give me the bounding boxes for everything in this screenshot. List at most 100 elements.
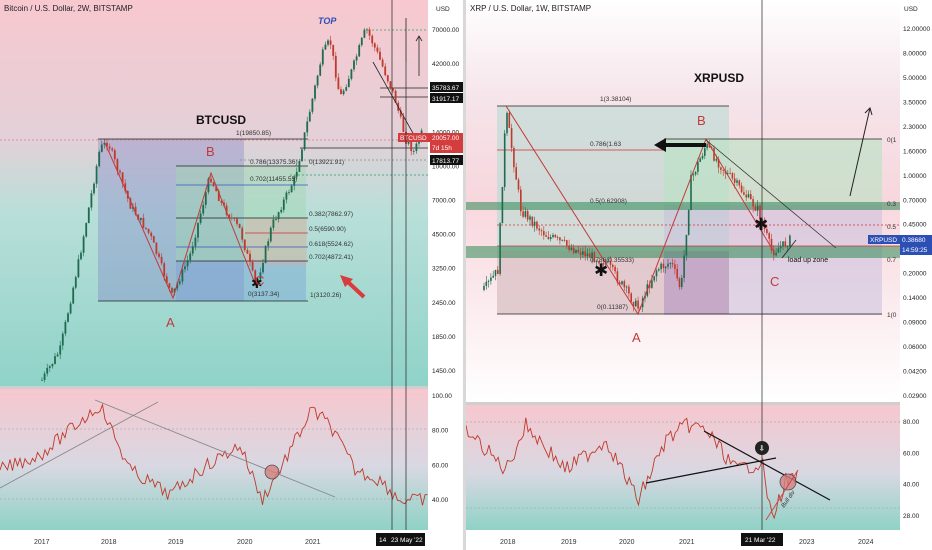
candle-body	[784, 241, 787, 247]
candle-body	[789, 235, 791, 247]
candle-body	[772, 250, 775, 256]
candle-body	[402, 116, 405, 132]
candle-body	[48, 366, 51, 368]
candle-body	[225, 205, 228, 215]
candle-body	[264, 246, 267, 263]
candle-body	[621, 281, 623, 285]
asterisk-icon-2: ✱	[754, 215, 768, 234]
candle-body	[160, 256, 163, 264]
candle-body	[651, 280, 653, 288]
xrp-support-band-top	[466, 202, 900, 210]
candle-body	[64, 321, 67, 334]
candle-body	[360, 37, 363, 46]
btc-time-axis[interactable]: 2017 2018 2019 2020 2021	[34, 539, 321, 546]
candle-body	[59, 345, 62, 355]
candle-body	[168, 283, 171, 288]
candle-body	[529, 216, 531, 220]
candle-body	[683, 255, 685, 278]
candle-body	[418, 140, 420, 144]
btc-chart-pane[interactable]: ✱ 1(19850.85) 0.786(13375.36) 0.702(1145…	[0, 0, 463, 550]
candle-body	[782, 241, 784, 247]
btc-top-label: TOP	[318, 16, 337, 26]
candle-body	[487, 280, 490, 282]
candle-body	[676, 268, 679, 279]
candle-body	[536, 221, 538, 229]
xrp-price-tag-bg	[900, 235, 932, 255]
btc-symbol-header[interactable]: Bitcoin / U.S. Dollar, 2W, BITSTAMP	[4, 4, 133, 13]
btc-rsi-line	[0, 402, 428, 506]
btc-chart-title: BTCUSD	[196, 113, 246, 127]
xrp-symbol-header[interactable]: XRP / U.S. Dollar, 1W, BITSTAMP	[470, 4, 591, 13]
btc-price-axis-label: 42000.00	[432, 61, 459, 68]
candle-body	[217, 191, 220, 201]
xrp-price-axis-label: 0.02900	[903, 393, 927, 400]
btc-time-axis-bg	[0, 530, 428, 550]
candle-body	[690, 175, 692, 211]
xrp-time-tag: 21 Mar '22	[745, 537, 776, 544]
btc-rsi-axis-label: 40.00	[432, 497, 449, 504]
candle-body	[319, 64, 322, 76]
xrp-chart-svg[interactable]: ✱ ✱ 1(3.38104) 0.786(1.63 0.5(0.62908) 0…	[466, 0, 932, 550]
btc-chart-svg[interactable]: ✱ 1(19850.85) 0.786(13375.36) 0.702(1145…	[0, 0, 463, 550]
candle-body	[586, 253, 589, 257]
btc-time-axis-label: 2018	[101, 539, 117, 546]
candle-body	[347, 78, 350, 88]
candle-body	[503, 133, 506, 187]
btc-tag-t3: 17813.77	[432, 158, 459, 165]
candle-body	[768, 233, 771, 239]
candle-body	[701, 155, 704, 159]
xrp-support-band-bottom	[466, 246, 900, 258]
candle-body	[506, 112, 508, 134]
candle-body	[766, 229, 768, 234]
candle-body	[770, 238, 773, 251]
xrp-fib-f3: 0.5(0.62908)	[590, 198, 627, 205]
candle-body	[80, 252, 82, 260]
xrp-price-axis-label: 8.00000	[903, 50, 927, 57]
xrp-chart-pane[interactable]: ✱ ✱ 1(3.38104) 0.786(1.63 0.5(0.62908) 0…	[466, 0, 932, 550]
candle-body	[756, 205, 759, 211]
candle-body	[314, 85, 316, 99]
btc-price-axis-label: 10000.00	[432, 163, 459, 170]
candle-body	[72, 287, 75, 304]
xrp-fib-box-green	[664, 139, 882, 205]
xrp-time-axis[interactable]: 2018 2019 2020 2021 2023 2024	[500, 539, 874, 546]
xrp-fib-f4: 0.786(0.35533)	[590, 257, 634, 264]
candle-body	[510, 127, 513, 148]
candle-body	[124, 183, 127, 191]
xrp-rsi-line	[466, 417, 798, 520]
xrp-price-axis[interactable]: 12.00000 8.00000 5.00000 3.50000 2.30000 1.60…	[903, 26, 930, 400]
btc-fib-f5: 0.382(7862.97)	[309, 211, 353, 218]
candle-body	[113, 150, 116, 160]
btc-price-axis-label: 1450.00	[432, 368, 456, 375]
candle-body	[779, 246, 782, 249]
candle-body	[82, 236, 85, 253]
candle-body	[591, 252, 593, 258]
btc-time-axis-label: 2021	[305, 539, 321, 546]
btc-time-tag-2-bg	[389, 533, 425, 546]
btc-rsi-trendline-2	[94, 399, 336, 498]
candle-body	[256, 279, 259, 282]
candle-body	[202, 204, 205, 214]
xrp-wave-c: C	[770, 274, 779, 289]
xrp-fib-f2: 0.786(1.63	[590, 141, 621, 148]
candle-body	[485, 281, 488, 286]
xrp-time-axis-label: 2019	[561, 539, 577, 546]
arrow-right-icon	[340, 275, 366, 299]
candle-body	[103, 142, 106, 145]
xrp-wave-a: A	[632, 330, 641, 345]
xrp-price-tag: 0.38680	[902, 237, 926, 244]
pane-divider[interactable]	[463, 0, 466, 550]
candle-body	[692, 174, 695, 176]
candle-body	[269, 227, 272, 242]
candle-body	[752, 199, 754, 207]
btc-tag-t3-bg	[430, 155, 463, 165]
candle-body	[272, 219, 275, 228]
candle-body	[275, 219, 277, 220]
btc-fib-f8: 0.702(4872.41)	[309, 254, 353, 261]
candle-body	[602, 263, 605, 265]
xrp-rsi-axis-label: 40.00	[903, 482, 920, 489]
btc-rsi-axis-label: 80.00	[432, 428, 449, 435]
candle-body	[207, 178, 210, 193]
btc-time-axis-label: 2017	[34, 539, 50, 546]
candle-body	[355, 56, 358, 61]
